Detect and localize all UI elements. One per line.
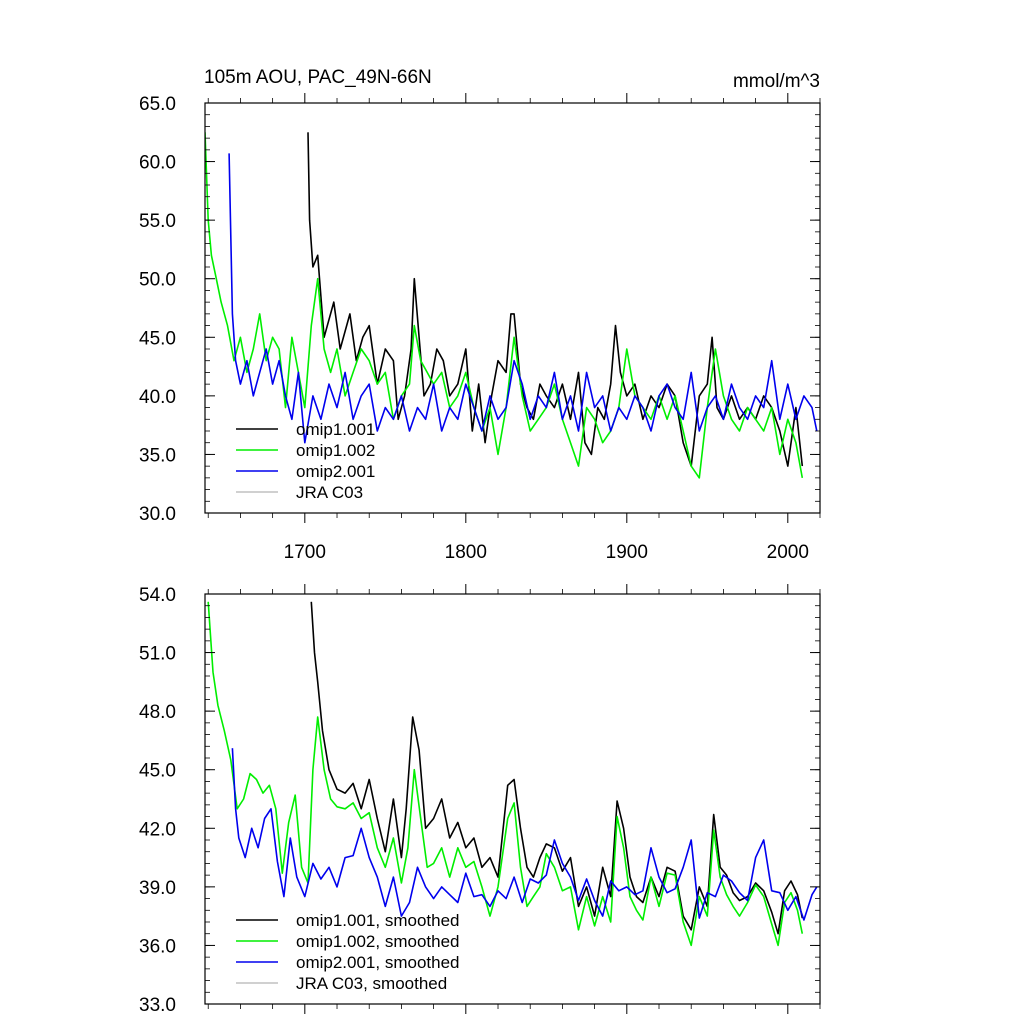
top-legend-label-omip1-001: omip1.001 — [296, 420, 375, 439]
bottom-legend-label-omip2-001-smoothed: omip2.001, smoothed — [296, 953, 460, 972]
bottom-series-omip2-001-smoothed — [231, 748, 818, 921]
y-tick-label: 45.0 — [139, 328, 176, 349]
top-legend: omip1.001 omip1.002 omip2.001 JRA C03 — [236, 420, 375, 502]
bottom-legend-label-jra-c03-smoothed: JRA C03, smoothed — [296, 974, 447, 993]
bottom-panel-series — [207, 601, 818, 947]
top-legend-label-omip1-002: omip1.002 — [296, 441, 375, 460]
y-tick-label: 65.0 — [139, 94, 176, 115]
top-legend-label-jra-c03: JRA C03 — [296, 483, 363, 502]
y-tick-label: 50.0 — [139, 270, 176, 291]
y-tick-label: 36.0 — [139, 936, 176, 957]
bottom-legend-label-omip1-001-smoothed: omip1.001, smoothed — [296, 911, 460, 930]
y-tick-label: 48.0 — [139, 702, 176, 723]
x-tick-label: 1800 — [445, 542, 487, 563]
top-panel-ticks: 30.0 35.0 40.0 45.0 50.0 55.0 60.0 65.0 1700 1800… — [139, 93, 821, 563]
bottom-series-omip1-002-smoothed — [207, 601, 804, 947]
top-plot-frame — [204, 102, 821, 514]
y-tick-label: 51.0 — [139, 644, 176, 665]
y-tick-label: 40.0 — [139, 387, 176, 408]
bottom-panel-ticks: 33.0 36.0 39.0 42.0 45.0 48.0 51.0 54.0 — [139, 584, 821, 1016]
y-tick-label: 33.0 — [139, 995, 176, 1016]
x-tick-label: 1900 — [606, 542, 648, 563]
top-panel: 105m AOU, PAC_49N-66N mmol/m^3 30.0 35.0 4… — [139, 67, 821, 563]
y-tick-label: 42.0 — [139, 819, 176, 840]
bottom-series-omip1-001-smoothed — [310, 601, 804, 935]
y-tick-label: 35.0 — [139, 445, 176, 466]
bottom-legend: omip1.001, smoothed omip1.002, smoothed om… — [236, 911, 460, 993]
bottom-plot-frame — [204, 593, 821, 1005]
x-tick-label: 2000 — [767, 542, 809, 563]
top-panel-title: 105m AOU, PAC_49N-66N — [204, 67, 432, 88]
top-panel-series — [205, 132, 818, 479]
y-tick-label: 45.0 — [139, 761, 176, 782]
top-legend-label-omip2-001: omip2.001 — [296, 462, 375, 481]
top-panel-units: mmol/m^3 — [733, 71, 820, 92]
bottom-panel: 33.0 36.0 39.0 42.0 45.0 48.0 51.0 54.0 omip1.0… — [139, 584, 821, 1016]
y-tick-label: 55.0 — [139, 211, 176, 232]
y-tick-label: 54.0 — [139, 585, 176, 606]
y-tick-label: 39.0 — [139, 878, 176, 899]
top-series-omip2-001 — [228, 153, 818, 444]
y-tick-label: 30.0 — [139, 504, 176, 525]
y-tick-label: 60.0 — [139, 153, 176, 174]
bottom-legend-label-omip1-002-smoothed: omip1.002, smoothed — [296, 932, 460, 951]
top-series-omip1-002 — [205, 132, 804, 479]
x-tick-label: 1700 — [284, 542, 326, 563]
